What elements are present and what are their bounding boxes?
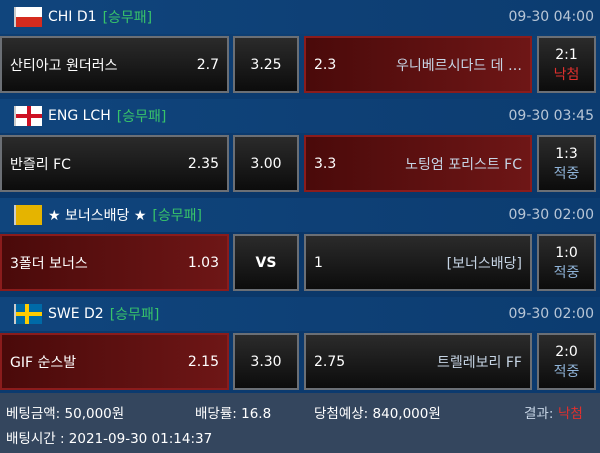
away-odds: 2.75: [314, 353, 346, 370]
draw-odds: 3.00: [250, 155, 282, 172]
bet-type: [승무패]: [109, 307, 160, 323]
league-name: CHI D1: [48, 9, 97, 25]
away-odds: 3.3: [314, 155, 337, 172]
score: 1:3: [555, 145, 578, 162]
game-row: CHI D1 [승무패] 09-30 04:00 산티아고 원더러스 2.7 3…: [0, 0, 600, 98]
chile-flag-icon: [14, 7, 42, 27]
draw-odds: 3.25: [250, 56, 282, 73]
match-time: 09-30 03:45: [508, 108, 594, 124]
result-box: 2:0 적중: [537, 333, 596, 390]
away-odds-button[interactable]: 2.3 우니베르시다드 데 …: [304, 36, 532, 93]
home-team: 산티아고 원더러스: [10, 57, 118, 74]
home-odds-button[interactable]: GIF 순스발 2.15: [0, 333, 229, 390]
league-name: ENG LCH: [48, 108, 111, 124]
away-odds-button[interactable]: 1 [보너스배당]: [304, 234, 532, 291]
score: 1:0: [555, 244, 578, 261]
home-odds-button[interactable]: 산티아고 원더러스 2.7: [0, 36, 229, 93]
game-row: SWE D2 [승무패] 09-30 02:00 GIF 순스발 2.15 3.…: [0, 297, 600, 395]
home-team: 반즐리 FC: [10, 156, 71, 173]
match-time: 09-30 02:00: [508, 306, 594, 322]
away-odds-button[interactable]: 2.75 트렐레보리 FF: [304, 333, 532, 390]
home-odds: 2.35: [187, 155, 219, 172]
result-box: 1:0 적중: [537, 234, 596, 291]
away-odds: 1: [314, 254, 323, 271]
draw-odds-button[interactable]: 3.25: [233, 36, 299, 93]
bet-type: [승무패]: [152, 208, 202, 224]
home-team: 3폴더 보너스: [10, 255, 88, 272]
draw-odds: VS: [255, 254, 277, 271]
match-time: 09-30 02:00: [508, 207, 594, 223]
result-status: 적중: [553, 363, 580, 380]
expected-win: 당첨예상: 840,000원: [314, 406, 441, 422]
home-odds: 2.7: [196, 56, 219, 73]
home-odds-button[interactable]: 3폴더 보너스 1.03: [0, 234, 229, 291]
result-status: 낙첨: [553, 66, 580, 83]
result-status: 적중: [553, 165, 580, 182]
away-team: [보너스배당]: [446, 255, 522, 272]
draw-odds-button[interactable]: 3.30: [233, 333, 299, 390]
league-header: ★ 보너스배당 ★ [승무패] 09-30 02:00: [0, 198, 600, 232]
bet-amount: 베팅금액: 50,000원: [6, 406, 125, 422]
away-odds-button[interactable]: 3.3 노팅엄 포리스트 FC: [304, 135, 532, 192]
away-team: 우니베르시다드 데 …: [396, 57, 522, 74]
result-value: 낙첨: [558, 406, 583, 422]
bet-type: [승무패]: [116, 109, 167, 125]
draw-odds-button[interactable]: VS: [233, 234, 299, 291]
match-time: 09-30 04:00: [508, 9, 594, 25]
away-odds: 2.3: [314, 56, 337, 73]
league-header: SWE D2 [승무패] 09-30 02:00: [0, 297, 600, 331]
bet-time: 배팅시간 : 2021-09-30 01:14:37: [6, 431, 213, 447]
home-odds: 2.15: [187, 353, 219, 370]
score: 2:1: [555, 46, 578, 63]
result-box: 2:1 낙첨: [537, 36, 596, 93]
bet-summary: 베팅금액: 50,000원 배당률: 16.8 당첨예상: 840,000원 결…: [0, 393, 600, 453]
league-name: SWE D2: [48, 306, 104, 322]
home-team: GIF 순스발: [10, 354, 77, 371]
england-flag-icon: [14, 106, 42, 126]
league-header: ENG LCH [승무패] 09-30 03:45: [0, 99, 600, 133]
league-header: CHI D1 [승무패] 09-30 04:00: [0, 0, 600, 34]
draw-odds-button[interactable]: 3.00: [233, 135, 299, 192]
away-team: 노팅엄 포리스트 FC: [405, 156, 522, 173]
total-odds: 배당률: 16.8: [195, 406, 272, 422]
bet-type: [승무패]: [102, 10, 153, 26]
home-odds-button[interactable]: 반즐리 FC 2.35: [0, 135, 229, 192]
game-row: ★ 보너스배당 ★ [승무패] 09-30 02:00 3폴더 보너스 1.03…: [0, 198, 600, 296]
away-team: 트렐레보리 FF: [437, 354, 522, 371]
draw-odds: 3.30: [250, 353, 282, 370]
home-odds: 1.03: [187, 254, 219, 271]
result-status: 적중: [553, 264, 580, 281]
result-label: 결과:: [524, 406, 554, 422]
score: 2:0: [555, 343, 578, 360]
bonus-icon: [14, 205, 42, 225]
result-box: 1:3 적중: [537, 135, 596, 192]
game-row: ENG LCH [승무패] 09-30 03:45 반즐리 FC 2.35 3.…: [0, 99, 600, 197]
league-name: ★ 보너스배당 ★: [48, 208, 147, 224]
sweden-flag-icon: [14, 304, 42, 324]
